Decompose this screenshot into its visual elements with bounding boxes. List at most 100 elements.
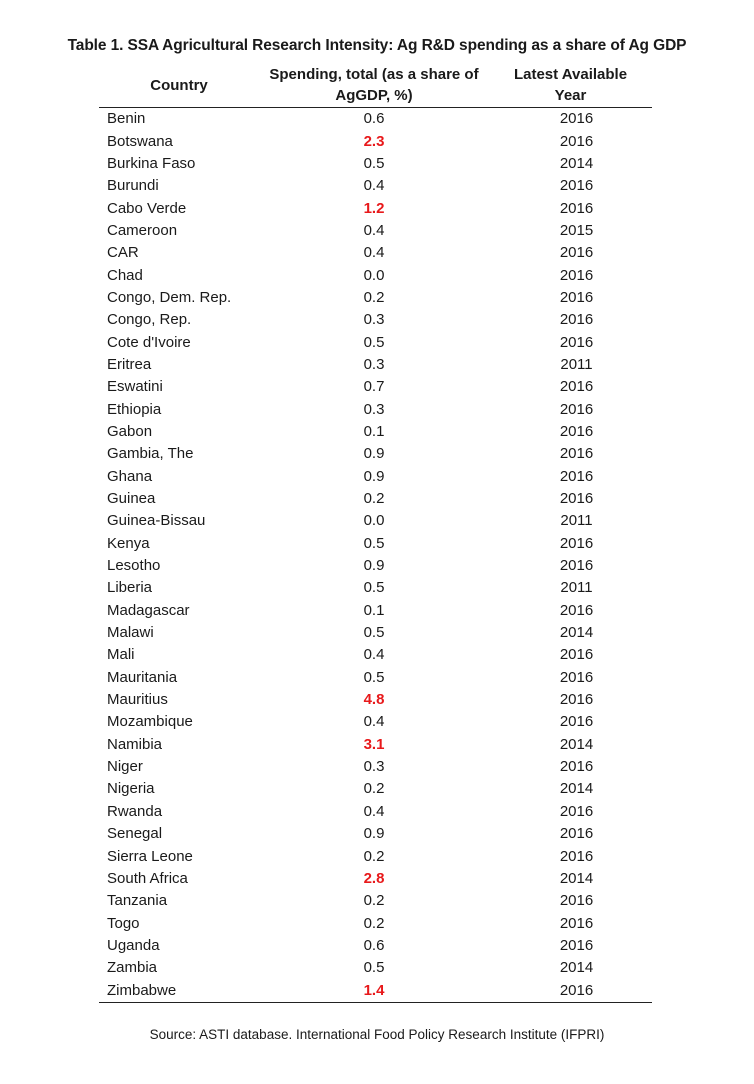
year-cell: 2016: [559, 758, 594, 776]
country-cell: Cabo Verde: [107, 199, 187, 217]
country-cell: Senegal: [107, 825, 163, 843]
country-cell: Niger: [107, 758, 143, 776]
country-cell: Mali: [107, 646, 135, 664]
year-cell: 2016: [559, 244, 594, 262]
spending-cell: 0.2: [363, 914, 385, 932]
spending-cell: 0.0: [363, 266, 385, 284]
year-cell: 2016: [559, 445, 594, 463]
country-cell: Zambia: [107, 959, 158, 977]
header-row: Country Spending, total (as a share of A…: [99, 63, 652, 108]
year-cell: 2014: [559, 735, 594, 753]
spending-cell: 0.0: [363, 512, 385, 530]
table-header: Country Spending, total (as a share of A…: [99, 63, 652, 108]
year-cell: 2016: [559, 914, 594, 932]
header-year-line1: Latest Available: [513, 66, 628, 83]
spending-cell: 0.2: [363, 892, 385, 910]
country-cell: Guinea: [107, 490, 156, 508]
country-cell: Chad: [107, 266, 143, 284]
spending-cell: 0.9: [363, 557, 385, 575]
table-row: Eswatini 0.7 2016: [99, 376, 652, 398]
spending-cell: 0.6: [363, 110, 385, 128]
table-title: Table 1. SSA Agricultural Research Inten…: [67, 37, 687, 54]
country-cell: Ethiopia: [107, 400, 162, 418]
year-cell: 2014: [559, 869, 594, 887]
country-cell: Lesotho: [107, 557, 161, 575]
country-cell: Uganda: [107, 936, 160, 954]
table-row: Sierra Leone 0.2 2016: [99, 845, 652, 867]
country-cell: Togo: [107, 914, 140, 932]
country-cell: Eritrea: [107, 355, 152, 373]
header-spending: Spending, total (as a share of AgGDP, %): [259, 63, 489, 108]
year-cell: 2016: [559, 691, 594, 709]
table-row: Botswana 2.3 2016: [99, 130, 652, 152]
year-cell: 2014: [559, 959, 594, 977]
year-cell: 2011: [560, 512, 593, 530]
table-row: Mauritius 4.8 2016: [99, 689, 652, 711]
table-row: Ghana 0.9 2016: [99, 466, 652, 488]
year-cell: 2011: [560, 355, 593, 373]
table-row: Guinea 0.2 2016: [99, 488, 652, 510]
year-cell: 2016: [559, 490, 594, 508]
country-cell: Congo, Rep.: [107, 311, 192, 329]
year-cell: 2016: [559, 557, 594, 575]
table-row: Lesotho 0.9 2016: [99, 555, 652, 577]
table-row: Burkina Faso 0.5 2014: [99, 153, 652, 175]
table-row: Chad 0.0 2016: [99, 264, 652, 286]
country-cell: Madagascar: [107, 601, 190, 619]
table-row: Zimbabwe 1.4 2016: [99, 979, 652, 1003]
table-row: Eritrea 0.3 2011: [99, 354, 652, 376]
table-row: Burundi 0.4 2016: [99, 175, 652, 197]
country-cell: Ghana: [107, 467, 153, 485]
country-cell: Sierra Leone: [107, 847, 193, 865]
header-spending-line1: Spending, total (as a share of: [269, 66, 479, 83]
country-cell: Zimbabwe: [99, 979, 259, 1003]
spending-cell: 0.5: [363, 959, 385, 977]
year-cell: 2016: [559, 892, 594, 910]
table-row: Namibia 3.1 2014: [99, 734, 652, 756]
header-year: Latest Available Year: [489, 63, 652, 108]
header-country: Country: [99, 63, 259, 108]
spending-cell-highlighted: 3.1: [363, 735, 385, 753]
spending-cell: 0.2: [363, 780, 385, 798]
spending-cell: 0.2: [363, 288, 385, 306]
table-row: Mauritania 0.5 2016: [99, 667, 652, 689]
spending-cell-highlighted: 4.8: [363, 691, 385, 709]
country-cell: Nigeria: [107, 780, 155, 798]
table-row: Guinea-Bissau 0.0 2011: [99, 510, 652, 532]
spending-cell: 0.4: [363, 244, 385, 262]
year-cell: 2016: [559, 825, 594, 843]
country-cell: Liberia: [107, 579, 153, 597]
spending-cell: 0.3: [363, 758, 385, 776]
spending-cell: 0.9: [363, 445, 385, 463]
country-cell: Kenya: [107, 534, 150, 552]
table-row: Cameroon 0.4 2015: [99, 220, 652, 242]
spending-cell-highlighted: 2.3: [363, 132, 385, 150]
table-row: Gabon 0.1 2016: [99, 421, 652, 443]
intensity-table: Country Spending, total (as a share of A…: [99, 63, 652, 1003]
country-cell: Gabon: [107, 422, 153, 440]
table-row: Nigeria 0.2 2014: [99, 778, 652, 800]
year-cell: 2016: [559, 132, 594, 150]
spending-cell: 0.5: [363, 333, 385, 351]
country-cell: Tanzania: [107, 892, 168, 910]
country-cell: Rwanda: [107, 802, 163, 820]
country-cell: Congo, Dem. Rep.: [107, 288, 232, 306]
year-cell: 2016: [559, 668, 594, 686]
spending-cell: 0.1: [363, 601, 385, 619]
year-cell: 2014: [559, 780, 594, 798]
spending-cell: 0.3: [363, 355, 385, 373]
table-row: Ethiopia 0.3 2016: [99, 398, 652, 420]
country-cell: Burundi: [107, 177, 159, 195]
header-spending-line2: AgGDP, %): [335, 87, 413, 104]
spending-cell: 0.5: [363, 154, 385, 172]
spending-cell: 0.5: [363, 534, 385, 552]
year-cell: 2014: [559, 154, 594, 172]
table-row: Liberia 0.5 2011: [99, 577, 652, 599]
year-cell: 2016: [559, 847, 594, 865]
year-cell: 2016: [559, 936, 594, 954]
table-row: Cote d'Ivoire 0.5 2016: [99, 331, 652, 353]
table-row: Kenya 0.5 2016: [99, 533, 652, 555]
table-body: Benin 0.6 2016 Botswana 2.3 2016 Burkina Faso 0…: [99, 108, 652, 1003]
header-year-line2: Year: [554, 87, 587, 104]
year-cell: 2016: [559, 266, 594, 284]
